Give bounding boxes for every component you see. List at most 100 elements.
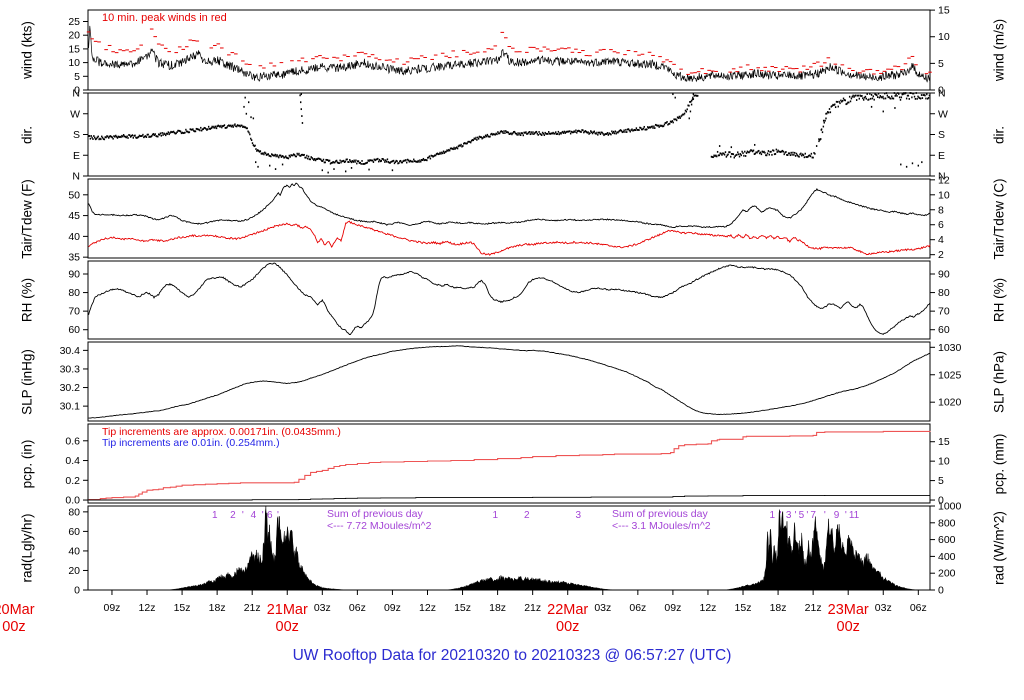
dir-scatter-a-point <box>526 132 529 135</box>
dir-scatter-a-point <box>99 137 101 140</box>
dir-scatter-c-point <box>841 100 843 103</box>
y-tick-label: 2 <box>938 249 944 261</box>
dir-scatter-a-point <box>557 130 560 133</box>
dir-scatter-a-point <box>392 160 394 163</box>
dir-scatter-a-point <box>90 135 92 137</box>
dir-scatter-a-point <box>622 130 624 133</box>
dir-scatter-a-point <box>640 127 642 129</box>
y-tick-label: 50 <box>68 189 80 201</box>
dir-scatter-a-point <box>87 135 90 137</box>
dir-scatter-c-point <box>835 100 838 103</box>
dir-scatter-a-point <box>457 145 460 148</box>
y-tick-label: 5 <box>938 475 944 487</box>
dir-outliers-point <box>250 116 252 119</box>
dir-outliers-point <box>718 145 721 147</box>
dir-scatter-a-point <box>431 154 433 157</box>
dir-scatter-a-point <box>158 133 161 136</box>
dir-outliers-point <box>300 108 302 111</box>
dir-scatter-a-point <box>432 155 434 158</box>
dir-scatter-a-point <box>605 133 607 135</box>
dir-scatter-c-point <box>904 92 906 95</box>
dir-scatter-b-point <box>773 153 776 156</box>
dir-scatter-a-point <box>445 150 447 153</box>
dir-scatter-a-point <box>151 133 154 136</box>
dir-scatter-b-point <box>735 154 737 157</box>
dir-scatter-a-point <box>420 159 423 161</box>
dir-scatter-a-point <box>140 135 142 138</box>
dir-scatter-a-point <box>176 131 178 134</box>
rad-hour-label: 11 <box>849 510 860 521</box>
dir-scatter-a-point <box>141 134 143 137</box>
dir-scatter-a-point <box>143 136 145 139</box>
dir-scatter-a-point <box>232 126 234 128</box>
dir-scatter-a-point <box>192 128 194 131</box>
dir-scatter-b-point <box>731 153 734 155</box>
pcp-right-axis-label: pcp. (mm) <box>991 433 1007 494</box>
dir-scatter-a-point <box>279 154 282 157</box>
dir-scatter-c-point <box>924 94 926 97</box>
dir-scatter-a-point <box>250 137 252 140</box>
dir-scatter-a-point <box>201 128 204 131</box>
dir-outliers-point <box>894 107 896 109</box>
dir-scatter-a-point <box>310 156 312 158</box>
dir-scatter-a-point <box>318 157 320 160</box>
x-tick-label: 15z <box>454 602 471 614</box>
dir-scatter-b-point <box>765 154 768 157</box>
dir-scatter-c-point <box>905 92 907 94</box>
dir-scatter-b-point <box>767 150 770 152</box>
dir-scatter-a-point <box>238 124 241 127</box>
dir-scatter-a-point <box>508 133 510 135</box>
dir-scatter-b-point <box>798 155 800 158</box>
dir-scatter-a-point <box>617 131 619 134</box>
dir-scatter-a-point <box>364 162 367 165</box>
dir-scatter-a-point <box>637 128 639 131</box>
rad-hour-label: ' <box>262 510 264 521</box>
dir-scatter-c-point <box>833 104 835 107</box>
dir-scatter-a-point <box>665 121 667 124</box>
dir-scatter-a-point <box>290 154 292 157</box>
dir-scatter-a-point <box>571 131 574 134</box>
dir-scatter-a-point <box>91 136 93 139</box>
dir-scatter-a-point <box>247 130 249 133</box>
dir-scatter-a-point <box>620 129 623 132</box>
rad-hour-label: 2 <box>230 510 236 521</box>
dir-outliers-point <box>882 110 884 113</box>
dir-scatter-a-point <box>561 131 563 134</box>
dir-scatter-a-point <box>191 128 193 131</box>
dir-scatter-c-point <box>824 119 826 122</box>
dir-outliers-point <box>818 138 820 141</box>
dir-scatter-a-point <box>675 119 678 122</box>
dir-scatter-a-point <box>678 115 681 118</box>
dir-scatter-a-point <box>383 159 385 162</box>
dir-scatter-a-point <box>439 151 441 154</box>
dir-scatter-a-point <box>105 136 107 139</box>
dir-scatter-a-point <box>393 162 396 165</box>
dir-scatter-a-point <box>610 133 612 136</box>
dir-scatter-a-point <box>339 159 341 162</box>
dir-scatter-a-point <box>462 145 464 147</box>
y-tick-label: 0 <box>938 495 944 507</box>
dir-scatter-c-point <box>918 96 920 99</box>
dir-scatter-a-point <box>674 118 676 121</box>
rh-plot-box <box>87 260 931 340</box>
dir-scatter-a-point <box>545 132 547 135</box>
dir-scatter-b-point <box>710 155 713 158</box>
dir-scatter-a-point <box>401 161 404 164</box>
dir-scatter-a-point <box>165 132 168 135</box>
dir-scatter-a-point <box>437 153 439 156</box>
dir-scatter-a-point <box>172 130 175 133</box>
dir-scatter-a-point <box>246 127 248 130</box>
dir-scatter-a-point <box>691 98 694 101</box>
dir-scatter-a-point <box>296 152 298 155</box>
dir-scatter-a-point <box>612 130 615 133</box>
dir-scatter-c-point <box>895 93 897 96</box>
dir-scatter-b-point <box>733 156 735 159</box>
dir-scatter-a-point <box>282 155 284 158</box>
dir-outliers-point <box>674 96 676 99</box>
dir-scatter-a-point <box>215 127 218 130</box>
dir-scatter-a-point <box>413 158 415 161</box>
dir-scatter-c-point <box>826 112 828 115</box>
dir-scatter-b-point <box>741 150 743 153</box>
dir-scatter-a-point <box>479 136 482 139</box>
dir-scatter-a-point <box>150 135 153 137</box>
